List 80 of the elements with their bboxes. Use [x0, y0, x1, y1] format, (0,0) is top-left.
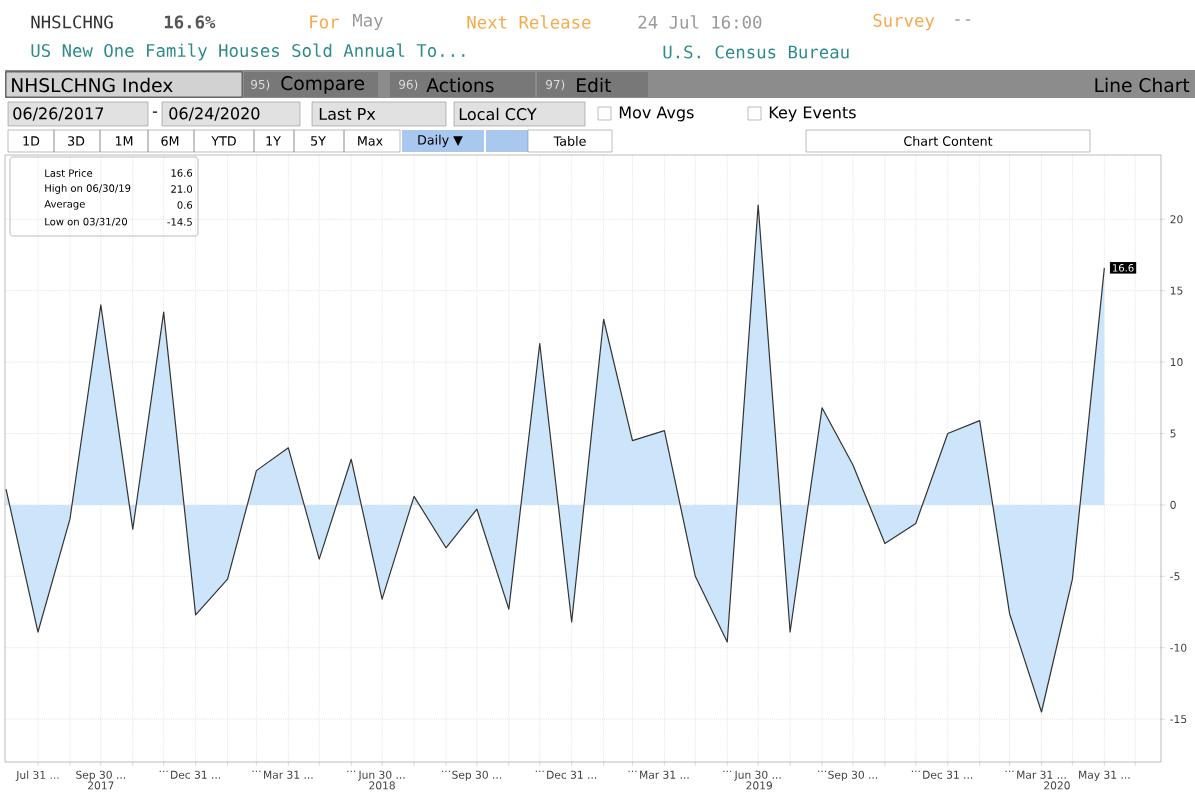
annotation: -14.5 [167, 218, 192, 226]
annotation: 0.6 [177, 201, 193, 209]
x-tick-label: Dec 31 ... [547, 770, 597, 779]
x-tick-label: Jun 30 ... [357, 770, 405, 781]
text: Mov Avgs [619, 106, 694, 122]
text: 6M [161, 136, 179, 146]
x-tick-label: ... [818, 770, 826, 773]
x2-tick-label: 2019 [746, 781, 773, 790]
x-tick-label: Sep 30 ... [76, 770, 125, 781]
text: 5Y [311, 136, 326, 146]
text: Survey [873, 13, 935, 31]
x-tick-label: May 31 ... [1079, 770, 1130, 781]
annotation: Last Price [45, 169, 93, 177]
text: - [152, 111, 158, 113]
x-tick-label: ... [628, 770, 637, 773]
y-tick-label: 10 [1170, 358, 1183, 367]
x-tick-label: ... [159, 770, 168, 773]
x2-tick-label: 2020 [1044, 781, 1070, 790]
text: Next Release [467, 15, 591, 29]
y-tick-label: -5 [1170, 572, 1180, 581]
y-tick-label: 20 [1170, 215, 1183, 224]
x-tick-label: Jun 30 ... [734, 770, 781, 781]
annotation: 16.6 [171, 169, 193, 177]
y-tick-label: -15 [1170, 715, 1187, 724]
x2-tick-label: 2018 [369, 781, 395, 790]
x-tick-label: Dec 31 ... [171, 770, 221, 779]
text: 06/26/2017 [13, 107, 104, 121]
text: 3D [68, 136, 85, 146]
text: Last Px [319, 108, 376, 120]
text: NHSLCHNG [31, 15, 113, 29]
x2-tick-label: 2017 [88, 781, 114, 790]
text: 16.6% [164, 15, 216, 29]
text: 97) [546, 79, 565, 91]
y-tick-label: 5 [1170, 429, 1176, 438]
x-tick-label: Dec 31 ... [923, 770, 973, 779]
text: For [310, 15, 339, 29]
y-tick-label: 0 [1170, 500, 1176, 509]
x-tick-label: ... [535, 770, 544, 773]
annotation: 16.6 [1113, 264, 1134, 272]
text: Line Chart [1095, 77, 1190, 93]
x-tick-label: Mar 31 ... [264, 770, 313, 779]
text: 1Y [266, 136, 281, 146]
text: Table [553, 136, 586, 146]
text: 24 Jul 16:00 [638, 15, 762, 29]
text: NHSLCHNG Index [12, 77, 173, 93]
annotation: Low on 03/31/20 [45, 217, 128, 227]
annotation: High on 06/30/19 [45, 184, 131, 194]
annotation: 21.0 [171, 185, 193, 193]
x-tick-label: ... [252, 770, 261, 773]
x-tick-label: Sep 30 ... [828, 770, 878, 781]
text: -- [955, 19, 971, 21]
x-tick-label: Jul 31 ... [15, 770, 59, 781]
text: 06/24/2020 [169, 107, 260, 121]
text: Max [358, 136, 383, 146]
text: Key Events [769, 106, 856, 122]
x-tick-label: Mar 31 ... [640, 770, 689, 779]
text: Compare [281, 76, 364, 94]
text: Daily ▼ [418, 134, 463, 148]
text: Chart Content [904, 136, 993, 146]
text: Actions [426, 77, 494, 93]
text: May [353, 13, 383, 31]
x-tick-label: ... [347, 770, 356, 773]
x-tick-label: Mar 31 ... [1017, 770, 1066, 779]
text: 96) [399, 79, 418, 91]
x-tick-label: ... [911, 770, 920, 773]
y-tick-label: 15 [1170, 286, 1183, 295]
text: Local CCY [459, 107, 537, 121]
x-tick-label: ... [723, 770, 732, 773]
text: 1M [115, 136, 133, 146]
x-tick-label: ... [442, 770, 450, 773]
text: 95) [251, 79, 270, 91]
text: Edit [577, 77, 611, 93]
x-tick-label: ... [1005, 770, 1014, 773]
text: 1D [23, 136, 40, 146]
y-tick-label: -10 [1170, 643, 1187, 652]
text: U.S. Census Bureau [663, 45, 849, 59]
chart-title: US New One Family Houses Sold Annual To... [31, 43, 465, 61]
text: YTD [211, 136, 236, 146]
x-tick-label: Sep 30 ... [452, 770, 502, 781]
annotation: Average [44, 200, 85, 210]
